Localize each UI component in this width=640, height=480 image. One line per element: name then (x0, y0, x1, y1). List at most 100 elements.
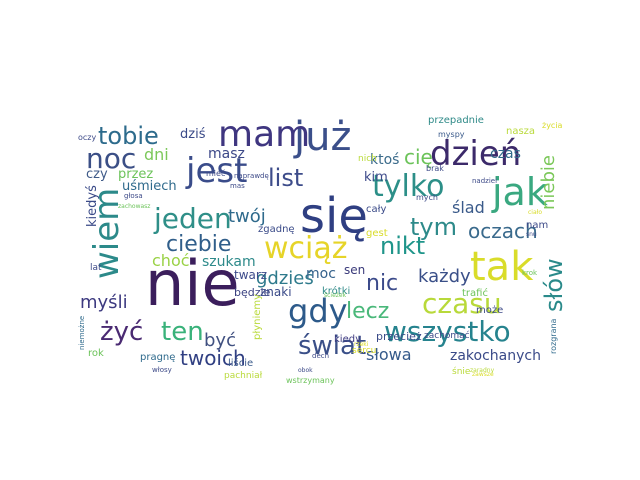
cloud-word: śnie (452, 366, 471, 377)
cloud-word: nic (366, 271, 398, 296)
cloud-word: lecz (346, 299, 389, 324)
cloud-word: gdy (288, 292, 348, 330)
cloud-word: czy (86, 167, 108, 182)
cloud-word: ciebie (166, 232, 231, 257)
cloud-word: czas (490, 146, 521, 162)
cloud-word: sercu (352, 346, 376, 356)
cloud-word: myspy (438, 130, 465, 139)
cloud-word: nasza (506, 126, 535, 137)
cloud-word: choć (152, 251, 190, 270)
cloud-word: snu (526, 231, 537, 238)
cloud-word: zachowasz (118, 203, 150, 210)
cloud-word: oczy (78, 133, 96, 142)
cloud-word: być (204, 330, 236, 351)
cloud-word: nadziei (472, 177, 497, 185)
cloud-word: twarz (234, 268, 267, 282)
cloud-word: zachomać (424, 330, 470, 341)
cloud-word: zaradny (470, 367, 495, 374)
cloud-word: rok (88, 348, 104, 359)
cloud-word: może (476, 305, 503, 316)
cloud-word: się (300, 188, 368, 244)
cloud-word: znaki (260, 285, 292, 299)
cloud-word: cały (366, 204, 386, 215)
cloud-word: głosa (124, 192, 143, 200)
cloud-word: trafić (462, 287, 488, 299)
cloud-word: już (293, 114, 351, 160)
cloud-word: kiedy (334, 334, 361, 345)
cloud-word: tobie (98, 122, 159, 150)
cloud-word: nikt (380, 232, 425, 260)
cloud-word: kim (364, 170, 388, 185)
cloud-word: naprawdę (234, 172, 269, 180)
cloud-word: przecież (376, 330, 422, 343)
cloud-word: pragnę (140, 352, 175, 363)
cloud-word: liście (228, 357, 253, 369)
cloud-word: mieć (206, 168, 225, 178)
cloud-word: wiem (87, 188, 127, 279)
cloud-word: krótki (322, 285, 350, 297)
cloud-word: płyniemy (252, 294, 263, 340)
cloud-word: nich (358, 154, 377, 164)
cloud-word: masz (208, 146, 245, 162)
cloud-word: szukam (202, 254, 256, 270)
cloud-word: pachniał (224, 371, 263, 381)
cloud-word: rozgrana (549, 318, 558, 354)
cloud-word: obok (298, 367, 313, 374)
cloud-word: wstrzymany (286, 376, 335, 385)
cloud-word: przepadnie (428, 115, 484, 126)
cloud-word: każdy (418, 266, 471, 287)
cloud-word: brak (426, 164, 444, 173)
cloud-word: mas (230, 182, 245, 190)
cloud-word: ciało (528, 209, 542, 216)
cloud-word: jeden (153, 202, 232, 235)
cloud-word: moc (306, 266, 336, 282)
cloud-word: ktoś (370, 152, 399, 168)
cloud-word: tym (410, 213, 457, 241)
cloud-word: tak (470, 244, 534, 290)
cloud-word: wciąż (264, 231, 348, 266)
cloud-word: zakochanych (450, 348, 541, 364)
cloud-word: żyć (100, 317, 143, 347)
cloud-word: oczach (468, 219, 538, 243)
cloud-word: mam (218, 114, 310, 155)
cloud-word: dech (312, 352, 329, 360)
cloud-word: ten (161, 317, 204, 347)
cloud-word: niemożne (78, 316, 86, 350)
cloud-word: przez (118, 167, 153, 182)
cloud-word: sen (344, 263, 365, 277)
cloud-word: dziś (180, 127, 206, 142)
cloud-word: słów (540, 258, 568, 312)
cloud-word: słowa (366, 345, 412, 364)
cloud-word: jest (185, 151, 247, 191)
cloud-word: dni (144, 145, 169, 164)
cloud-word: myśli (80, 292, 128, 313)
cloud-word: ślad (452, 198, 485, 217)
cloud-word: list (268, 164, 303, 192)
cloud-word: czasu (422, 287, 502, 320)
cloud-word: nie (145, 247, 240, 320)
cloud-word: wszystko (384, 315, 511, 348)
cloud-word: lat (90, 263, 102, 273)
cloud-word: noc (86, 142, 136, 175)
cloud-word: kiedyś (85, 185, 100, 227)
cloud-word: zgadnę (258, 224, 295, 235)
cloud-word: nam (526, 220, 548, 231)
cloud-word: życia (542, 121, 563, 130)
cloud-word: uśmiech (122, 179, 177, 194)
cloud-word: jak (491, 170, 548, 214)
cloud-word: niebie (538, 155, 559, 210)
cloud-word: mych (416, 193, 438, 202)
cloud-word: świat (298, 331, 366, 361)
cloud-word: będzie (234, 286, 271, 299)
cloud-word: gest (366, 228, 388, 239)
cloud-word: włosy (152, 366, 172, 374)
cloud-word: krok (522, 269, 538, 277)
cloud-word: rzeki (354, 341, 369, 348)
cloud-word: zawsze (472, 371, 494, 378)
cloud-word: ścieżek (324, 292, 347, 299)
cloud-word: cię (404, 145, 433, 169)
cloud-word: twój (228, 206, 266, 227)
